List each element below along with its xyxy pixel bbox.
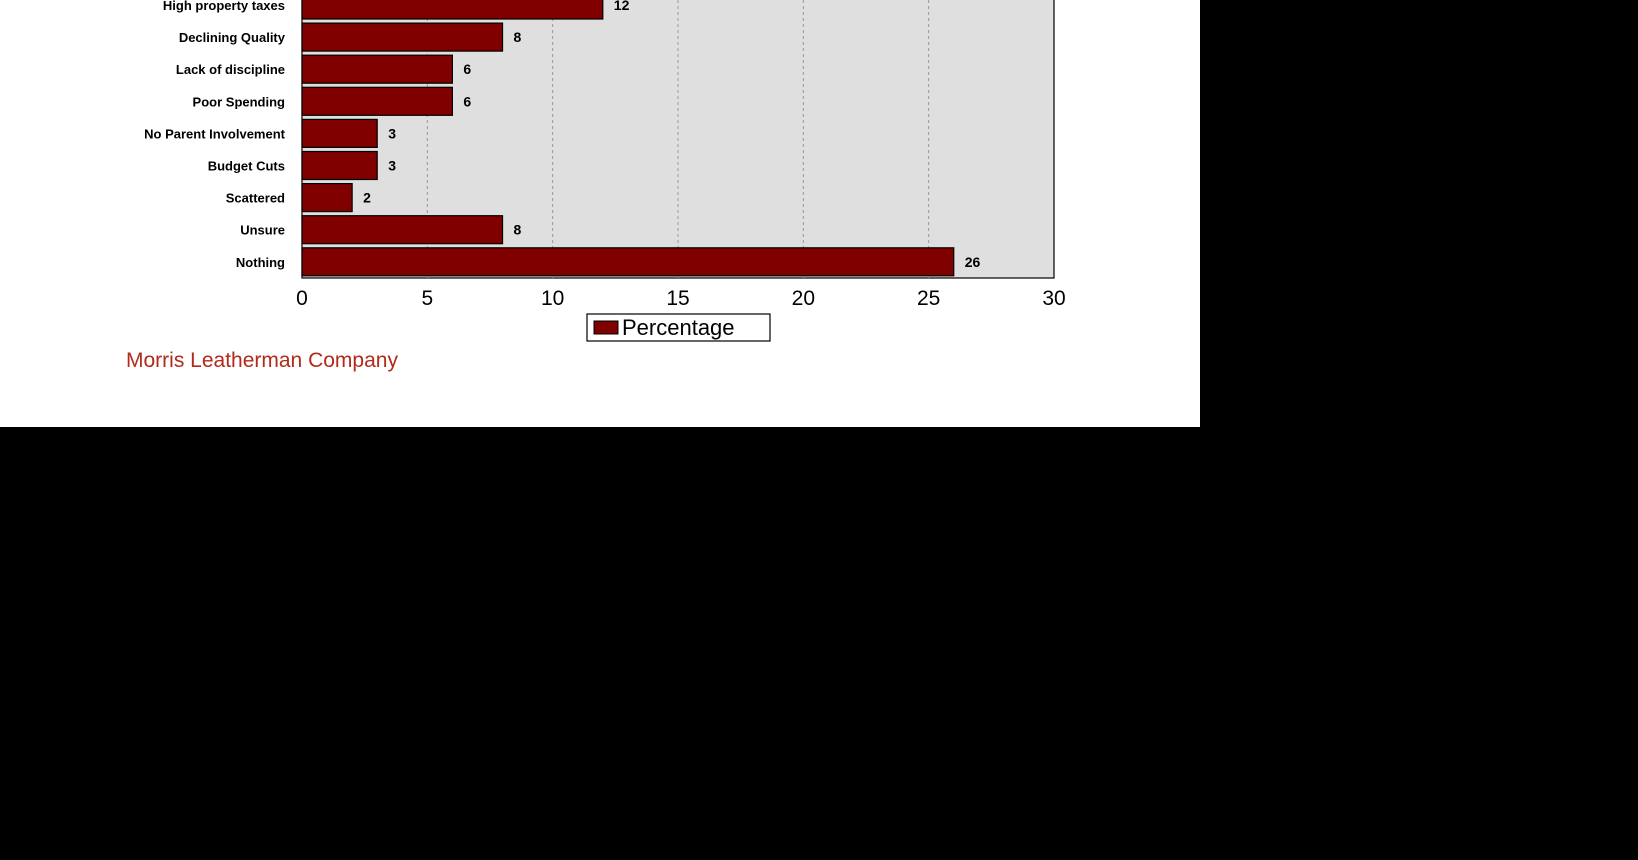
x-tick-label: 15 (666, 287, 689, 310)
value-label: 3 (388, 158, 396, 174)
value-label: 2 (363, 190, 371, 206)
value-label: 12 (614, 0, 630, 13)
bar (301, 0, 604, 20)
x-tick-label: 30 (1042, 287, 1065, 310)
x-tick-label: 10 (541, 287, 564, 310)
legend-label-percentage: Percentage (622, 315, 735, 340)
category-label: Poor Spending (193, 94, 286, 109)
value-label: 6 (463, 61, 471, 77)
bar (301, 22, 504, 52)
legend-swatch-percentage (593, 320, 619, 335)
legend: Percentage (586, 313, 771, 342)
x-axis-ticks: 0 5 10 15 20 25 30 (296, 287, 1066, 310)
x-tick-label: 0 (296, 287, 308, 310)
category-label: Budget Cuts (208, 159, 285, 174)
value-label: 3 (388, 125, 396, 141)
value-label: 8 (514, 222, 522, 238)
bar (301, 150, 378, 181)
category-label: No Parent Involvement (144, 126, 286, 141)
category-label: Scattered (226, 191, 285, 206)
category-label: Lack of discipline (176, 62, 285, 77)
bar (301, 215, 504, 245)
category-label: Declining Quality (179, 30, 286, 45)
bar (301, 118, 378, 149)
gridlines (426, 0, 930, 278)
bar-chart: High property taxes Declining Quality Lack… (144, 0, 1066, 342)
category-label: High property taxes (163, 0, 285, 13)
category-label: Nothing (236, 255, 285, 270)
value-label: 26 (965, 254, 981, 270)
category-label: Unsure (240, 223, 285, 238)
bar (301, 247, 955, 277)
bar (301, 183, 353, 213)
value-label: 8 (514, 29, 522, 45)
bar (301, 54, 453, 84)
x-tick-label: 20 (792, 287, 815, 310)
value-labels: 12 8 6 6 3 3 2 8 26 (363, 0, 980, 270)
footer-credit: Morris Leatherman Company (126, 349, 398, 372)
bar (301, 86, 453, 116)
bars (301, 0, 955, 277)
value-label: 6 (463, 93, 471, 109)
x-tick-label: 5 (421, 287, 433, 310)
x-tick-label: 25 (917, 287, 940, 310)
category-labels: High property taxes Declining Quality Lack… (144, 0, 286, 270)
